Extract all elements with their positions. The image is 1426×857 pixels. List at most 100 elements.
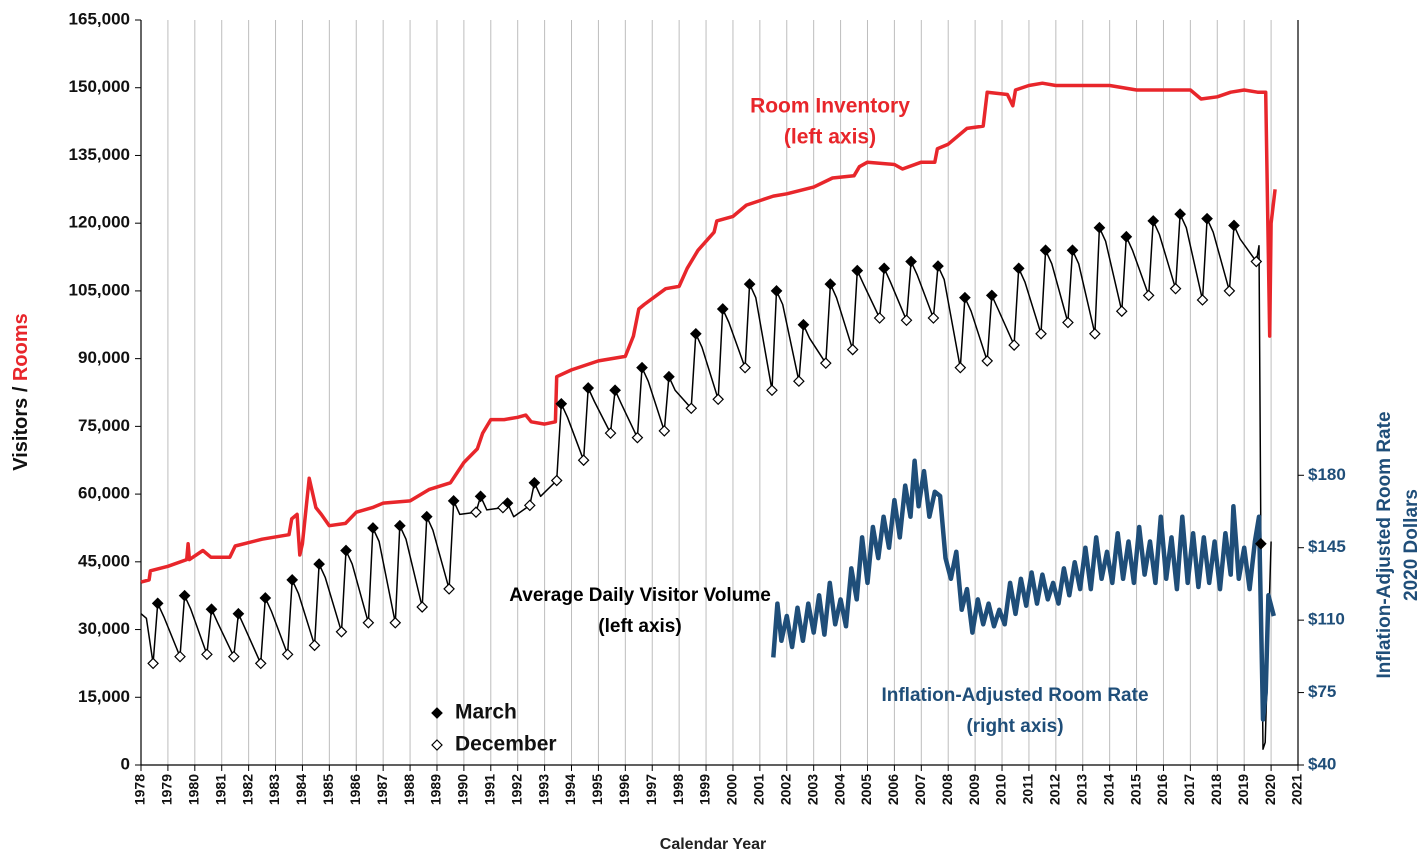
marker <box>416 601 429 613</box>
marker <box>631 431 644 444</box>
x-tick-label: 1995 <box>589 774 605 805</box>
marker <box>254 657 267 670</box>
x-tick-label: 1982 <box>239 774 255 805</box>
marker <box>1115 305 1128 318</box>
series-line <box>771 458 1276 722</box>
marker <box>447 495 460 507</box>
x-tick-label: 1999 <box>697 774 713 805</box>
x-tick-label: 1981 <box>212 774 228 805</box>
marker <box>1012 262 1025 275</box>
y-tick-label: 0 <box>121 754 130 773</box>
marker <box>1066 244 1079 257</box>
x-tick-label: 2004 <box>831 774 847 805</box>
marker <box>286 574 299 586</box>
x-tick-label: 1980 <box>186 774 202 805</box>
x-tick-label: 2012 <box>1047 774 1063 805</box>
x-tick-label: 2014 <box>1100 774 1116 805</box>
marker <box>766 384 778 397</box>
x-tick-label: 1987 <box>374 774 390 805</box>
y-tick-label: 30,000 <box>78 619 130 638</box>
x-tick-label: 2015 <box>1127 774 1143 805</box>
marker <box>1008 339 1020 351</box>
marker <box>1039 244 1052 257</box>
marker <box>1062 316 1074 329</box>
marker <box>367 522 379 534</box>
marker <box>1093 221 1106 234</box>
y-tick-label: 45,000 <box>78 551 130 570</box>
marker <box>743 278 756 290</box>
x-tick-label: 2020 <box>1262 774 1278 805</box>
marker <box>335 625 348 638</box>
marker <box>716 303 729 315</box>
marker <box>604 427 617 439</box>
marker <box>313 558 325 570</box>
x-tick-label: 2001 <box>751 774 767 805</box>
marker <box>523 499 536 512</box>
marker <box>474 490 487 503</box>
y-tick-label: 120,000 <box>69 213 130 232</box>
x-tick-label: 1997 <box>643 774 659 805</box>
marker <box>1228 219 1240 232</box>
marker <box>1196 294 1209 306</box>
marker <box>793 375 805 388</box>
x-tick-label: 2013 <box>1073 774 1089 805</box>
x-tick-label: 2003 <box>804 774 820 805</box>
marker <box>878 262 891 275</box>
x-tick-label: 2006 <box>885 774 901 805</box>
y-axis-title: Visitors / Rooms <box>10 313 32 470</box>
marker <box>205 603 218 616</box>
x-axis-title: Calendar Year <box>660 836 766 853</box>
marker <box>689 327 702 340</box>
marker <box>1250 255 1263 268</box>
series-line <box>140 81 1277 584</box>
x-tick-label: 2018 <box>1208 774 1224 805</box>
marker <box>905 255 917 268</box>
marker <box>819 357 832 370</box>
x-tick-label: 1978 <box>132 774 148 805</box>
x-tick-label: 2009 <box>966 774 982 805</box>
series-note: (right axis) <box>966 716 1063 737</box>
y-tick-label: 150,000 <box>69 77 130 96</box>
y-tick-label: 60,000 <box>78 484 130 503</box>
y2-axis-title: Inflation-Adjusted Room Rate <box>1374 411 1395 678</box>
marker <box>959 291 971 304</box>
x-tick-label: 1996 <box>616 774 632 805</box>
x-tick-label: 1989 <box>428 774 444 805</box>
x-tick-label: 1991 <box>481 774 497 805</box>
marker <box>1223 285 1236 297</box>
y-tick-label: 90,000 <box>78 348 130 367</box>
x-tick-label: 2007 <box>912 774 928 805</box>
marker <box>1255 537 1267 550</box>
marker <box>443 583 455 595</box>
x-tick-label: 2005 <box>858 774 874 805</box>
marker <box>1120 230 1133 243</box>
y-tick-label: 165,000 <box>69 9 130 28</box>
y-axis-title-part: Visitors / <box>10 386 32 471</box>
marker <box>259 592 272 604</box>
marker <box>227 650 240 663</box>
y2-tick-label: $75 <box>1308 682 1336 701</box>
marker <box>1201 212 1213 225</box>
legend-label: December <box>455 733 557 756</box>
legend-marker <box>431 739 443 751</box>
series-note: (left axis) <box>598 616 681 637</box>
x-tick-label: 1993 <box>535 774 551 805</box>
marker <box>873 312 886 324</box>
marker <box>178 589 191 602</box>
marker <box>393 519 406 532</box>
series-label: Average Daily Visitor Volume <box>509 585 771 606</box>
marker <box>981 355 994 367</box>
x-tick-label: 2000 <box>724 774 740 805</box>
x-tick-label: 1983 <box>266 774 282 805</box>
marker <box>900 314 913 327</box>
y-tick-label: 135,000 <box>69 145 130 164</box>
y2-tick-label: $40 <box>1308 754 1336 773</box>
marker <box>797 318 810 331</box>
marker <box>582 382 595 394</box>
x-tick-label: 1988 <box>401 774 417 805</box>
y-tick-label: 75,000 <box>78 416 130 435</box>
marker <box>1035 327 1047 340</box>
x-tick-label: 2017 <box>1181 774 1197 805</box>
marker <box>609 384 621 397</box>
